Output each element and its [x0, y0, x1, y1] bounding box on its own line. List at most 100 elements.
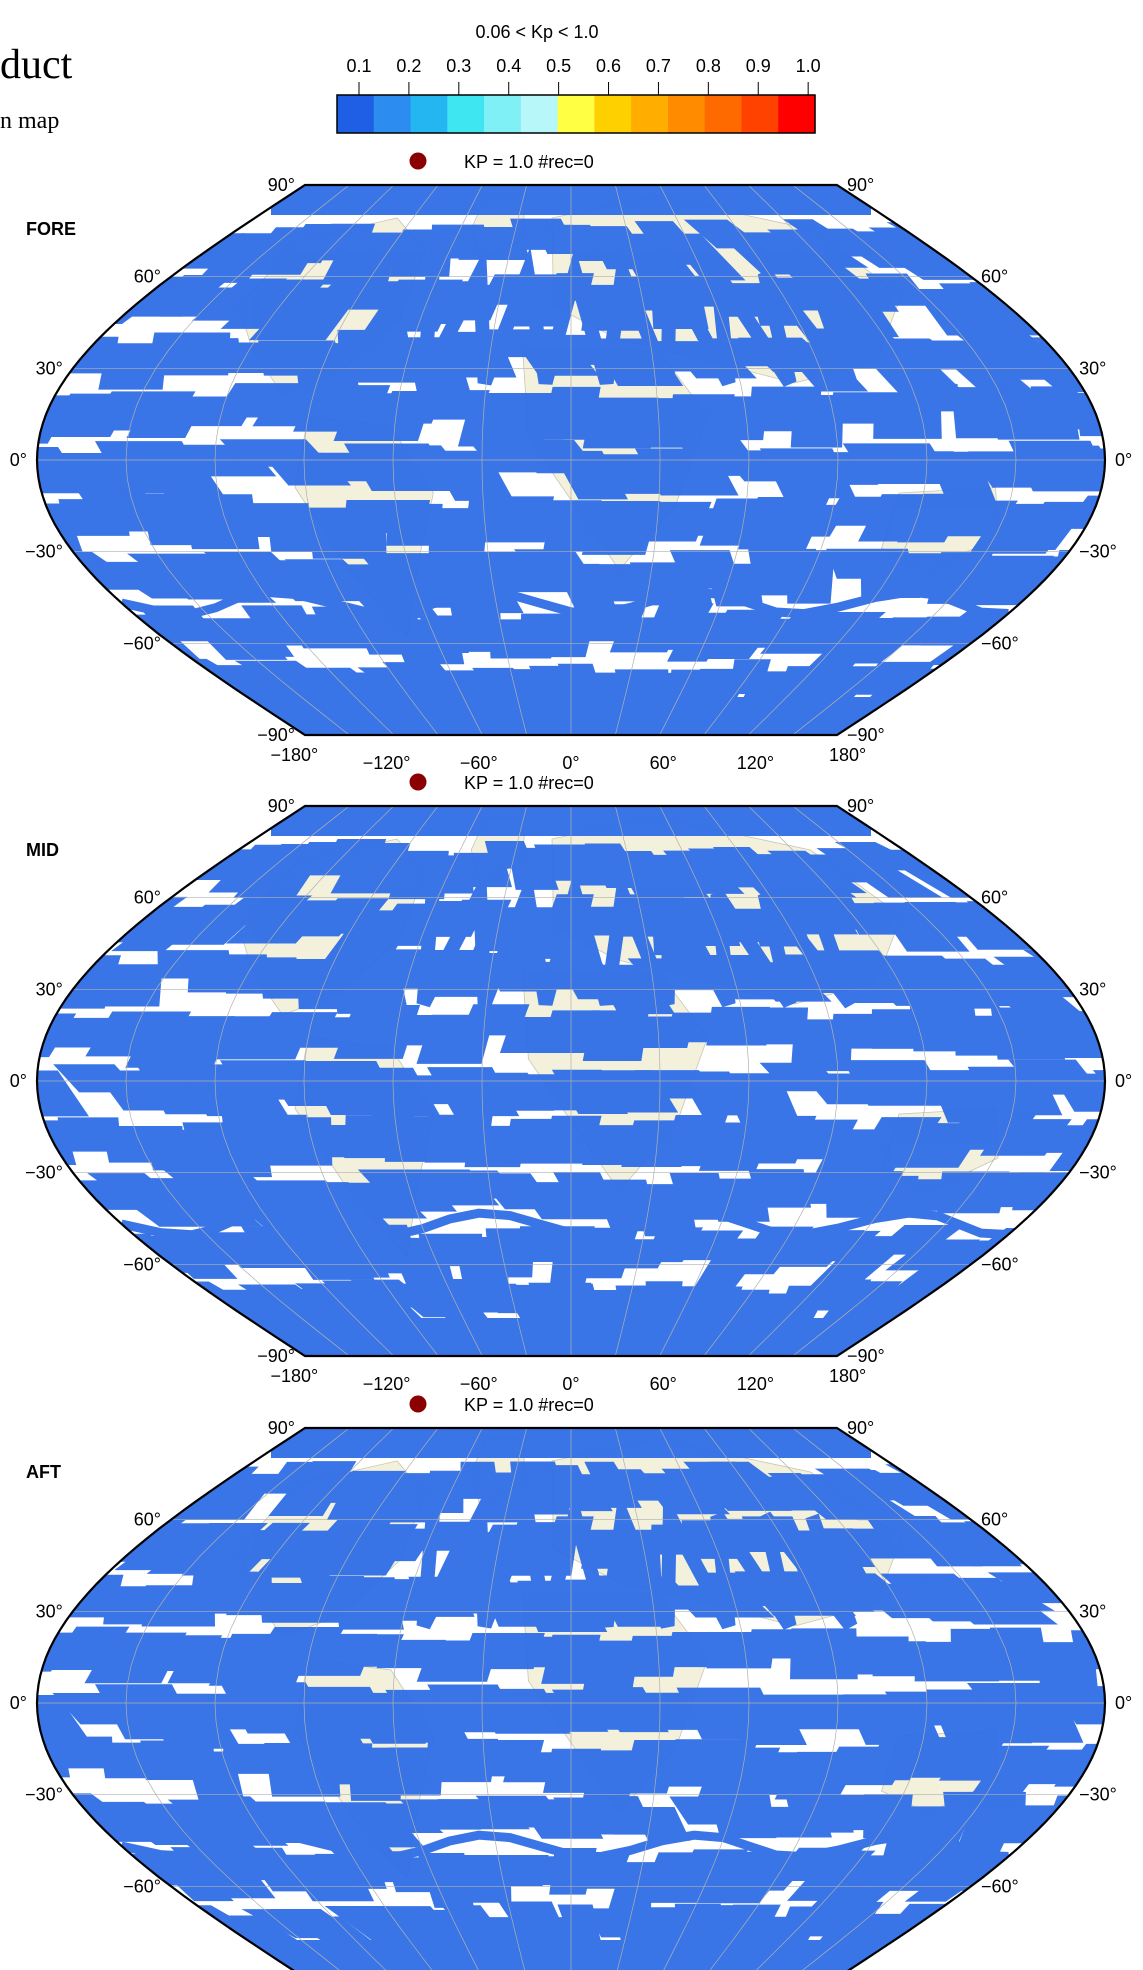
map-panels: FORE KP = 1.0 #rec=0 90° 90° 60° 60° 30° 30° 0° 0… — [10, 152, 1132, 1970]
graticule — [37, 806, 1105, 1356]
colorbar-swatch — [337, 95, 375, 133]
lon-label: −60° — [460, 753, 498, 773]
lat-label-right: −90° — [847, 1968, 885, 1970]
lat-label-left: 60° — [134, 1510, 161, 1530]
colorbar-tick-label: 0.3 — [446, 56, 471, 76]
panel-name: AFT — [26, 1462, 61, 1482]
map-panel-mid: MID KP = 1.0 #rec=0 90° 90° 60° 60° 30° 30° 0° 0°… — [10, 773, 1132, 1394]
graticule — [37, 1428, 1105, 1970]
colorbar-swatch — [704, 95, 743, 133]
lat-label-left: 30° — [36, 979, 63, 999]
lat-label-right: 30° — [1079, 1601, 1106, 1621]
lat-label-left: 90° — [268, 796, 295, 816]
colorbar-tick-label: 0.7 — [646, 56, 671, 76]
lat-label-left: 0° — [10, 450, 27, 470]
lat-label-right: 30° — [1079, 358, 1106, 378]
lat-label-left: −30° — [25, 1163, 63, 1183]
lon-label: −60° — [460, 1374, 498, 1394]
map-outline — [35, 183, 1107, 737]
colorbar-swatch — [373, 95, 412, 133]
colorbar-ticks: 0.1 0.2 0.3 0.4 0.5 0.6 0.7 0.8 0.9 1.0 — [346, 56, 821, 95]
lon-label: −120° — [363, 753, 411, 773]
lat-label-right: 90° — [847, 175, 874, 195]
lon-label: 60° — [650, 1374, 677, 1394]
lon-label: 180° — [829, 1366, 866, 1386]
lat-label-left: 0° — [10, 1693, 27, 1713]
lat-label-left: 60° — [134, 888, 161, 908]
lat-label-left: −30° — [25, 1785, 63, 1805]
lon-label: −120° — [363, 1374, 411, 1394]
colorbar-tick-label: 0.9 — [746, 56, 771, 76]
lat-label-right: 0° — [1115, 1693, 1132, 1713]
colorbar-swatches — [337, 95, 816, 133]
lat-label-right: −60° — [981, 633, 1019, 653]
legend-label: KP = 1.0 #rec=0 — [464, 1395, 594, 1415]
colorbar-swatch — [778, 95, 816, 133]
legend-dot — [409, 1395, 427, 1413]
map-outline — [35, 804, 1107, 1358]
colorbar-swatch — [594, 95, 632, 133]
lat-label-left: 30° — [36, 1601, 63, 1621]
colorbar-swatch — [557, 95, 595, 133]
lat-label-right: 30° — [1079, 979, 1106, 999]
lon-label: 120° — [737, 1374, 774, 1394]
panel-name: FORE — [26, 219, 76, 239]
lon-label: 0° — [562, 1374, 579, 1394]
colorbar-swatch — [447, 95, 485, 133]
lat-label-left: −90° — [257, 1346, 295, 1366]
lat-label-right: −90° — [847, 725, 885, 745]
lat-label-right: −30° — [1079, 1785, 1117, 1805]
lon-label: −180° — [270, 745, 318, 765]
colorbar-title: 0.06 < Kp < 1.0 — [475, 22, 598, 42]
lat-label-right: −30° — [1079, 1163, 1117, 1183]
observation-swaths — [37, 806, 1105, 1356]
subtitle-fragment: n map — [0, 108, 59, 134]
lat-label-left: −60° — [123, 1876, 161, 1896]
lat-label-left: −90° — [257, 1968, 295, 1970]
colorbar-tick-label: 0.1 — [346, 56, 371, 76]
colorbar-tick-label: 0.8 — [696, 56, 721, 76]
colorbar-tick-label: 0.5 — [546, 56, 571, 76]
legend-label: KP = 1.0 #rec=0 — [464, 773, 594, 793]
lat-label-right: −90° — [847, 1346, 885, 1366]
colorbar-tick-label: 0.2 — [396, 56, 421, 76]
colorbar-swatch — [484, 95, 522, 133]
lat-label-right: −30° — [1079, 542, 1117, 562]
lat-label-right: −60° — [981, 1254, 1019, 1274]
map-outline — [35, 1426, 1107, 1970]
graticule — [37, 185, 1105, 735]
colorbar-swatch — [667, 95, 706, 133]
colorbar-swatch — [410, 95, 448, 133]
lat-label-right: 90° — [847, 1418, 874, 1438]
lon-label: 60° — [650, 753, 677, 773]
lat-label-right: 90° — [847, 796, 874, 816]
lat-label-left: −30° — [25, 542, 63, 562]
lat-label-right: 0° — [1115, 450, 1132, 470]
lat-label-right: 60° — [981, 267, 1008, 287]
lon-label: 120° — [737, 753, 774, 773]
lat-label-right: −60° — [981, 1876, 1019, 1896]
lon-label: 180° — [829, 745, 866, 765]
legend-label: KP = 1.0 #rec=0 — [464, 152, 594, 172]
map-panel-fore: FORE KP = 1.0 #rec=0 90° 90° 60° 60° 30° 30° 0° 0… — [10, 152, 1132, 773]
colorbar-swatch — [631, 95, 669, 133]
lat-label-left: −60° — [123, 1254, 161, 1274]
colorbar-swatch — [520, 95, 559, 133]
lat-label-right: 0° — [1115, 1071, 1132, 1091]
colorbar-frame — [336, 94, 816, 134]
lat-label-left: −90° — [257, 725, 295, 745]
lat-label-right: 60° — [981, 888, 1008, 908]
colorbar-tick-label: 0.4 — [496, 56, 521, 76]
lat-label-right: 60° — [981, 1510, 1008, 1530]
colorbar-swatch — [741, 95, 779, 133]
lat-label-left: 60° — [134, 267, 161, 287]
lat-label-left: 90° — [268, 1418, 295, 1438]
legend-dot — [409, 773, 427, 791]
panel-name: MID — [26, 840, 59, 860]
lat-label-left: 30° — [36, 358, 63, 378]
lon-label: −180° — [270, 1366, 318, 1386]
lat-label-left: 0° — [10, 1071, 27, 1091]
colorbar: 0.06 < Kp < 1.0 0.1 0.2 0.3 0.4 0.5 0.6 0.7 0.8… — [336, 22, 821, 134]
lat-label-left: 90° — [268, 175, 295, 195]
